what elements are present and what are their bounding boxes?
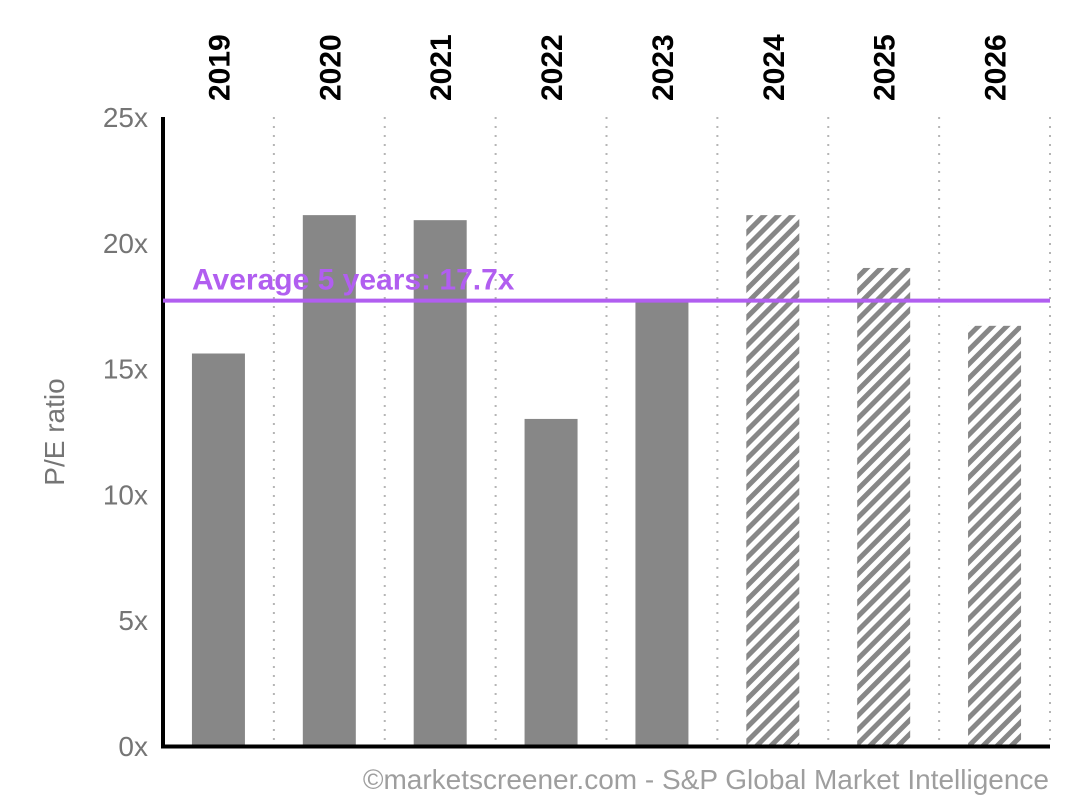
category-label: 2022: [536, 34, 569, 101]
average-line-group: Average 5 years: 17.7x: [163, 264, 1050, 303]
bar-2024: [746, 215, 800, 746]
category-label: 2021: [425, 34, 458, 101]
category-label: 2026: [980, 34, 1013, 101]
category-label: 2025: [869, 34, 902, 101]
category-labels: 2019 2020 2021 2022 2023 2024 2025 2026: [203, 34, 1012, 101]
category-label: 2019: [203, 34, 236, 101]
category-label: 2020: [314, 34, 347, 101]
bar-2023: [635, 300, 689, 746]
y-tick-label: 5x: [118, 605, 148, 636]
bar-2025: [857, 267, 911, 746]
bar-2022: [524, 418, 578, 746]
category-label: 2023: [647, 34, 680, 101]
category-label: 2024: [758, 34, 791, 101]
bar-2020: [302, 215, 356, 746]
bar-2021: [413, 220, 467, 746]
average-label: Average 5 years: 17.7x: [192, 264, 515, 297]
credit-text: ©marketscreener.com - S&P Global Market …: [363, 764, 1049, 795]
axes: [161, 117, 1050, 749]
y-tick-label: 10x: [103, 479, 148, 510]
bars: [191, 215, 1022, 746]
y-tick-label: 15x: [103, 354, 148, 385]
bar-2019: [191, 353, 245, 746]
y-axis-label: P/E ratio: [39, 378, 70, 485]
y-tick-label: 0x: [118, 731, 148, 762]
bar-2026: [968, 325, 1022, 746]
y-tick-label: 25x: [103, 102, 148, 133]
y-tick-label: 20x: [103, 228, 148, 259]
y-tick-labels: 0x 5x 10x 15x 20x 25x: [103, 102, 148, 762]
